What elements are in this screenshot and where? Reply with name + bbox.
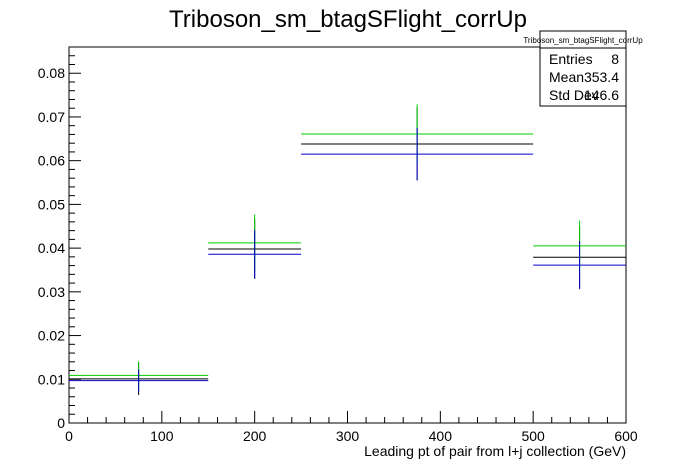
x-tick-label: 300 (336, 428, 360, 444)
y-tick-label: 0.06 (38, 153, 65, 169)
stats-row-label: Std Dev (549, 87, 599, 103)
series-0 (69, 107, 626, 396)
x-tick-label: 0 (65, 428, 73, 444)
x-tick-label: 100 (150, 428, 174, 444)
y-tick-label: 0.08 (38, 65, 65, 81)
y-tick-label: 0.04 (38, 240, 65, 256)
x-tick-label: 200 (243, 428, 267, 444)
stats-box-frame (539, 30, 627, 107)
y-tick-label: 0.01 (38, 371, 65, 387)
stats-row-value: 8 (611, 51, 619, 67)
x-axis-label: Leading pt of pair from l+j collection (… (364, 443, 626, 459)
x-tick-label: 600 (614, 428, 638, 444)
y-axis: 0 0.01 0.02 0.03 0.04 0.05 0.06 0.07 0.08 (38, 46, 81, 431)
y-tick-label: 0.07 (38, 109, 65, 125)
x-tick-label: 400 (429, 428, 453, 444)
y-tick-label: 0.02 (38, 328, 65, 344)
stats-box-title: Triboson_sm_btagSFlight_corrUp (523, 36, 643, 45)
stats-row-value: 146.6 (584, 87, 619, 103)
series-1 (69, 104, 626, 390)
stats-row-label: Entries (549, 51, 593, 67)
x-axis: 0 100 200 300 400 500 600 (65, 411, 638, 444)
stats-row-value: 353.4 (584, 69, 619, 85)
y-tick-label: 0.05 (38, 196, 65, 212)
chart-title: Triboson_sm_btagSFlight_corrUp (169, 6, 527, 33)
stats-box: Triboson_sm_btagSFlight_corrUp Entries 8 M… (523, 30, 643, 107)
y-tick-label: 0 (57, 415, 65, 431)
y-tick-label: 0.03 (38, 284, 65, 300)
stats-row-label: Mean (549, 69, 584, 85)
series-layer (69, 104, 626, 396)
x-tick-label: 500 (521, 428, 545, 444)
series-2 (69, 127, 626, 392)
